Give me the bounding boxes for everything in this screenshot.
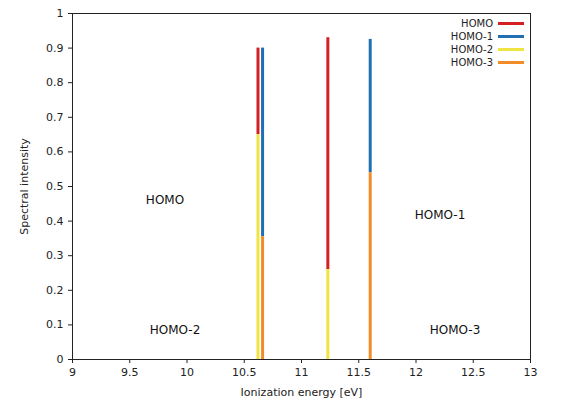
svg-text:10.5: 10.5 xyxy=(232,366,257,379)
svg-text:9: 9 xyxy=(69,366,76,379)
html-text:HOMO-2: HOMO-2 xyxy=(149,323,201,337)
svg-text:0.9: 0.9 xyxy=(46,42,64,55)
html-text:HOMO-2: HOMO-2 xyxy=(450,44,493,55)
svg-text:12.5: 12.5 xyxy=(461,366,486,379)
html-text:HOMO-1: HOMO-1 xyxy=(414,208,466,222)
svg-text:10: 10 xyxy=(180,366,194,379)
svg-text:9.5: 9.5 xyxy=(121,366,139,379)
html-text:HOMO-3: HOMO-3 xyxy=(450,57,493,68)
html-text:HOMO: HOMO xyxy=(461,18,493,29)
html-text:HOMO-1: HOMO-1 xyxy=(450,31,493,42)
html-text:HOMO: HOMO xyxy=(145,193,185,207)
svg-text:11.5: 11.5 xyxy=(347,366,372,379)
svg-text:0.3: 0.3 xyxy=(46,249,64,262)
svg-text:11: 11 xyxy=(295,366,309,379)
svg-text:0.8: 0.8 xyxy=(46,76,64,89)
svg-text:1: 1 xyxy=(57,7,64,20)
svg-text:0: 0 xyxy=(57,353,64,366)
svg-text:0.6: 0.6 xyxy=(46,145,64,158)
svg-text:0.4: 0.4 xyxy=(46,215,64,228)
svg-text:12: 12 xyxy=(409,366,423,379)
svg-text:Spectral intensity: Spectral intensity xyxy=(18,138,31,235)
html-text:HOMO-3: HOMO-3 xyxy=(429,323,481,337)
svg-text:Ionization energy [eV]: Ionization energy [eV] xyxy=(241,386,363,399)
svg-text:0.7: 0.7 xyxy=(46,111,64,124)
svg-text:0.5: 0.5 xyxy=(46,180,64,193)
svg-text:0.2: 0.2 xyxy=(46,284,64,297)
svg-text:13: 13 xyxy=(524,366,538,379)
svg-text:0.1: 0.1 xyxy=(46,318,64,331)
